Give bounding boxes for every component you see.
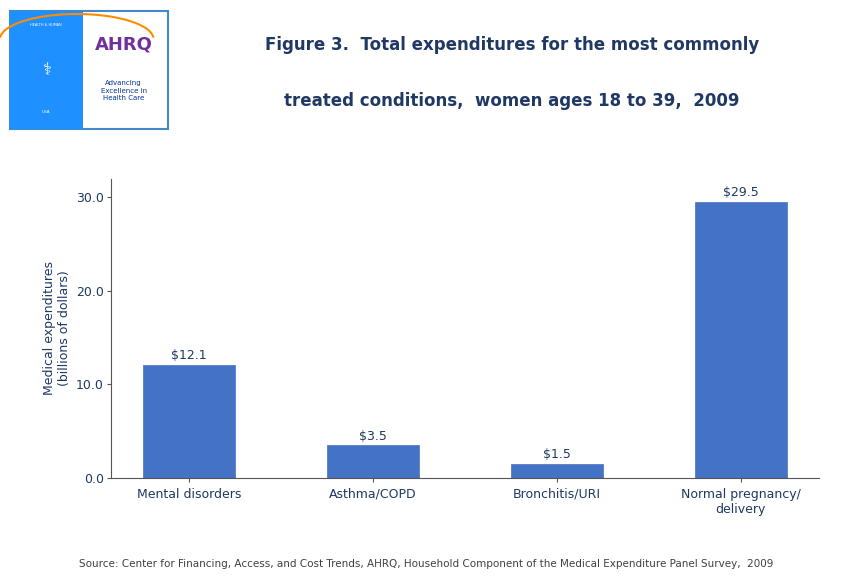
Text: $29.5: $29.5	[722, 186, 757, 199]
Text: treated conditions,  women ages 18 to 39,  2009: treated conditions, women ages 18 to 39,…	[284, 92, 739, 110]
Text: HEALTH & HUMAN: HEALTH & HUMAN	[30, 23, 62, 27]
Text: $1.5: $1.5	[542, 448, 570, 461]
Text: USA: USA	[42, 110, 50, 114]
Bar	[510, 464, 602, 478]
Text: Source: Center for Financing, Access, and Cost Trends, AHRQ, Household Component: Source: Center for Financing, Access, an…	[79, 559, 773, 569]
Text: $12.1: $12.1	[171, 349, 207, 362]
FancyBboxPatch shape	[10, 11, 168, 129]
Bar	[143, 365, 235, 478]
Bar	[694, 202, 786, 478]
Text: Figure 3.  Total expenditures for the most commonly: Figure 3. Total expenditures for the mos…	[264, 36, 758, 54]
Y-axis label: Medical expenditures
(billions of dollars): Medical expenditures (billions of dollar…	[43, 262, 71, 395]
Text: Advancing
Excellence in
Health Care: Advancing Excellence in Health Care	[101, 81, 147, 101]
Bar	[326, 445, 418, 478]
Text: $3.5: $3.5	[359, 430, 387, 442]
Text: ⚕: ⚕	[42, 61, 50, 79]
FancyBboxPatch shape	[10, 11, 83, 129]
Text: AHRQ: AHRQ	[95, 36, 153, 54]
